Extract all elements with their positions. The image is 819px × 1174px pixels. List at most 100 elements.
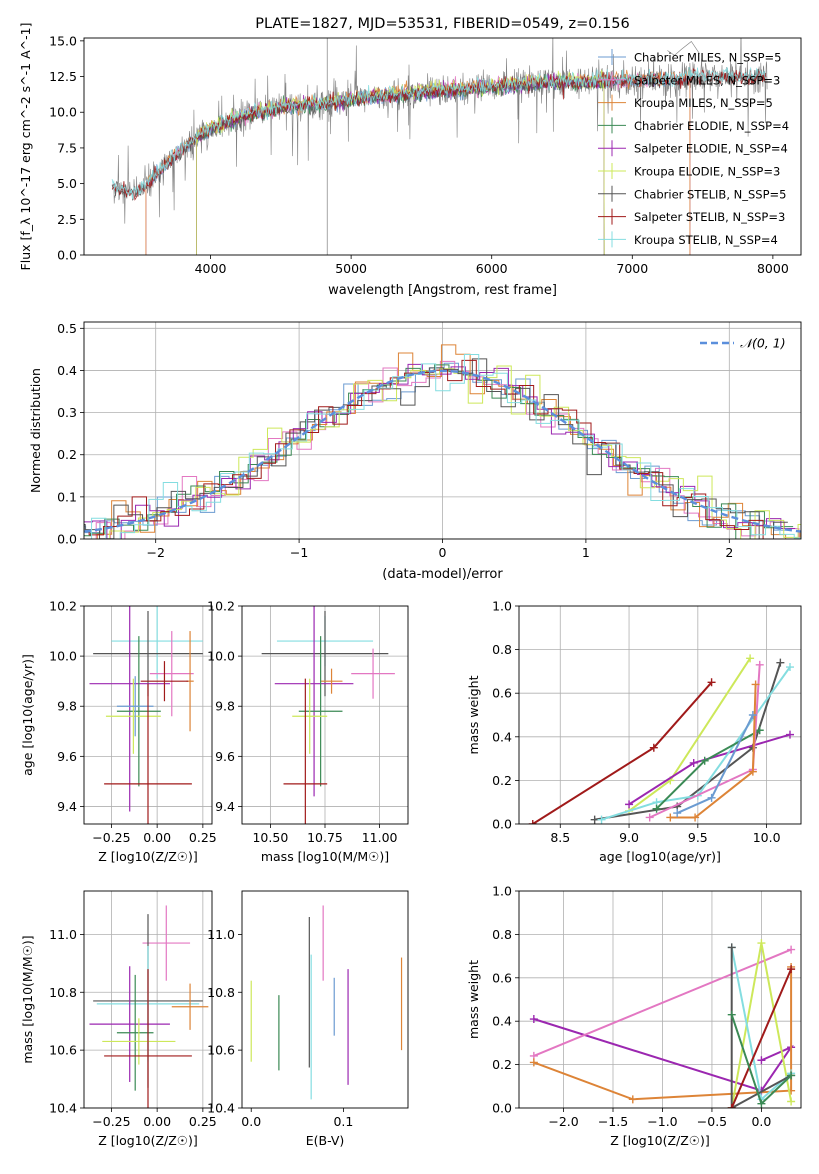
y-tick-label: 1.0: [492, 599, 512, 614]
plus-marker: [673, 809, 682, 818]
error-bar-point: [104, 683, 192, 824]
plus-marker: [787, 1071, 796, 1080]
histogram-salpeter-miles: [95, 360, 801, 539]
y-axis-label: mass [log10(M/M☉)]: [20, 935, 35, 1063]
legend-label: Chabrier STELIB, N_SSP=5: [634, 187, 786, 201]
weight-line-salpeter-stelib: [730, 968, 793, 1108]
plus-marker: [727, 1104, 736, 1108]
x-axis-label: E(B-V): [306, 1133, 345, 1148]
weight-line-chabrier-stelib: [594, 662, 782, 821]
histogram-kroupa-elodie: [95, 365, 801, 539]
y-tick-label: 9.4: [215, 799, 235, 814]
y-tick-label: 0.2: [492, 1057, 512, 1072]
legend-label: Chabrier MILES, N_SSP=5: [634, 51, 781, 65]
y-tick-label: 0.0: [492, 817, 512, 832]
plus-marker: [700, 756, 709, 765]
y-tick-label: 0.2: [57, 447, 77, 462]
plus-marker: [787, 965, 796, 974]
y-tick-label: 10.0: [49, 649, 77, 664]
plus-marker: [590, 815, 599, 824]
y-tick-label: 0.4: [57, 363, 77, 378]
y-axis-label: mass weight: [466, 675, 481, 754]
error-bar-point: [351, 648, 395, 699]
y-tick-label: 7.5: [57, 140, 77, 155]
axes-frame: [518, 890, 802, 1109]
error-bar-point: [292, 678, 328, 754]
legend-label: Kroupa ELODIE, N_SSP=3: [634, 165, 780, 179]
plus-marker: [689, 758, 698, 767]
plus-marker: [727, 943, 736, 952]
x-tick-label: 5000: [335, 261, 367, 276]
axes-ticks: −0.25 0.00 0.25 10.4 10.6 10.8 11.0: [49, 927, 217, 1129]
plus-marker: [707, 793, 716, 802]
x-tick-label: 0.00: [143, 1114, 171, 1129]
y-tick-label: 9.8: [215, 699, 235, 714]
x-tick-label: −1.0: [647, 1114, 677, 1129]
plus-marker: [776, 658, 785, 667]
y-tick-label: 10.2: [49, 599, 77, 614]
axes-ticks: −2.0 −1.5 −1.0 −0.5 0.0 0.0 0.2 0.4 0.6 0.8 1.0: [492, 884, 771, 1130]
error-bar-point: [116, 636, 161, 787]
plus-marker: [625, 800, 634, 809]
panel-2: −2 −1 0 1 2 0.0 0.1 0.2 0.3 0.4 0.5 𝒩(0, 1) (data-mo…: [28, 321, 802, 582]
x-tick-label: 0.0: [751, 1114, 771, 1129]
x-tick-label: 10.0: [753, 830, 781, 845]
x-tick-label: −0.5: [697, 1114, 727, 1129]
plot-area: [519, 606, 801, 824]
y-tick-label: 10.2: [207, 599, 235, 614]
weight-line-chabrier-elodie: [655, 729, 761, 810]
legend-label: Kroupa STELIB, N_SSP=4: [634, 233, 778, 247]
histogram-kroupa-stelib: [91, 354, 801, 539]
x-tick-label: 0.0: [241, 1114, 261, 1129]
x-tick-label: 0.00: [143, 830, 171, 845]
y-axis-label: Flux [f_λ 10^-17 erg cm^-2 s^-1 A^-1]: [18, 23, 33, 271]
y-tick-label: 11.0: [49, 927, 77, 942]
panel-3: −0.25 0.00 0.25 9.4 9.6 9.8 10.0 10.2 Z [log10(Z…: [20, 599, 217, 865]
plot-area: [84, 891, 212, 1108]
axes-ticks: 4000 5000 6000 7000 8000 0.0 2.5 5.0 7.5 10.0 12.5…: [49, 33, 789, 276]
x-axis-label: Z [log10(Z/Z☉)]: [98, 849, 198, 864]
histogram-kroupa-miles: [96, 344, 801, 539]
y-tick-label: 0.0: [57, 248, 77, 263]
y-tick-label: 11.0: [207, 927, 235, 942]
y-axis-label: age [log10(age/yr)]: [20, 654, 35, 776]
plus-marker: [529, 1058, 538, 1067]
legend-label: Chabrier ELODIE, N_SSP=4: [634, 119, 789, 133]
y-tick-label: 10.0: [49, 105, 77, 120]
y-tick-label: 2.5: [57, 212, 77, 227]
error-bar-point: [89, 966, 170, 1082]
axes-frame: [83, 37, 802, 256]
y-tick-label: 10.4: [207, 1101, 235, 1116]
y-tick-label: 0.3: [57, 405, 77, 420]
x-tick-label: 11.00: [362, 830, 398, 845]
x-tick-label: 0: [439, 545, 447, 560]
axes-ticks: 0.0 0.1 10.4 10.6 10.8 11.0: [207, 927, 353, 1129]
weight-line-salpeter-miles: [533, 948, 792, 1057]
plot-area: [84, 322, 801, 539]
x-axis-label: age [log10(age/yr)]: [599, 849, 721, 864]
plus-marker: [628, 1095, 637, 1104]
x-tick-label: 1: [582, 545, 590, 560]
plus-marker: [785, 730, 794, 739]
axes-ticks: −2 −1 0 1 2 0.0 0.1 0.2 0.3 0.4 0.5: [57, 321, 733, 560]
axes-frame: [83, 321, 802, 540]
error-bar-point: [89, 606, 170, 812]
x-tick-label: 10.75: [307, 830, 343, 845]
axes-ticks: −0.25 0.00 0.25 9.4 9.6 9.8 10.0 10.2: [49, 599, 217, 846]
plus-marker: [707, 678, 716, 687]
x-tick-label: 4000: [195, 261, 227, 276]
model-line-kroupa-stelib: [111, 66, 767, 200]
plus-marker: [597, 815, 606, 824]
axes-frame: [518, 605, 802, 825]
panel-1: 4000 5000 6000 7000 8000 0.0 2.5 5.0 7.5 10.0 12.5…: [18, 16, 802, 298]
error-bar-point: [93, 611, 203, 697]
plus-marker: [529, 1015, 538, 1024]
y-tick-label: 10.8: [207, 985, 235, 1000]
plus-marker: [785, 663, 794, 672]
error-bar-point: [102, 1018, 176, 1065]
legend-label: Salpeter ELODIE, N_SSP=4: [634, 142, 788, 156]
plus-marker: [746, 654, 755, 663]
y-tick-label: 10.6: [207, 1043, 235, 1058]
weight-line-chabrier-stelib: [730, 947, 792, 1108]
